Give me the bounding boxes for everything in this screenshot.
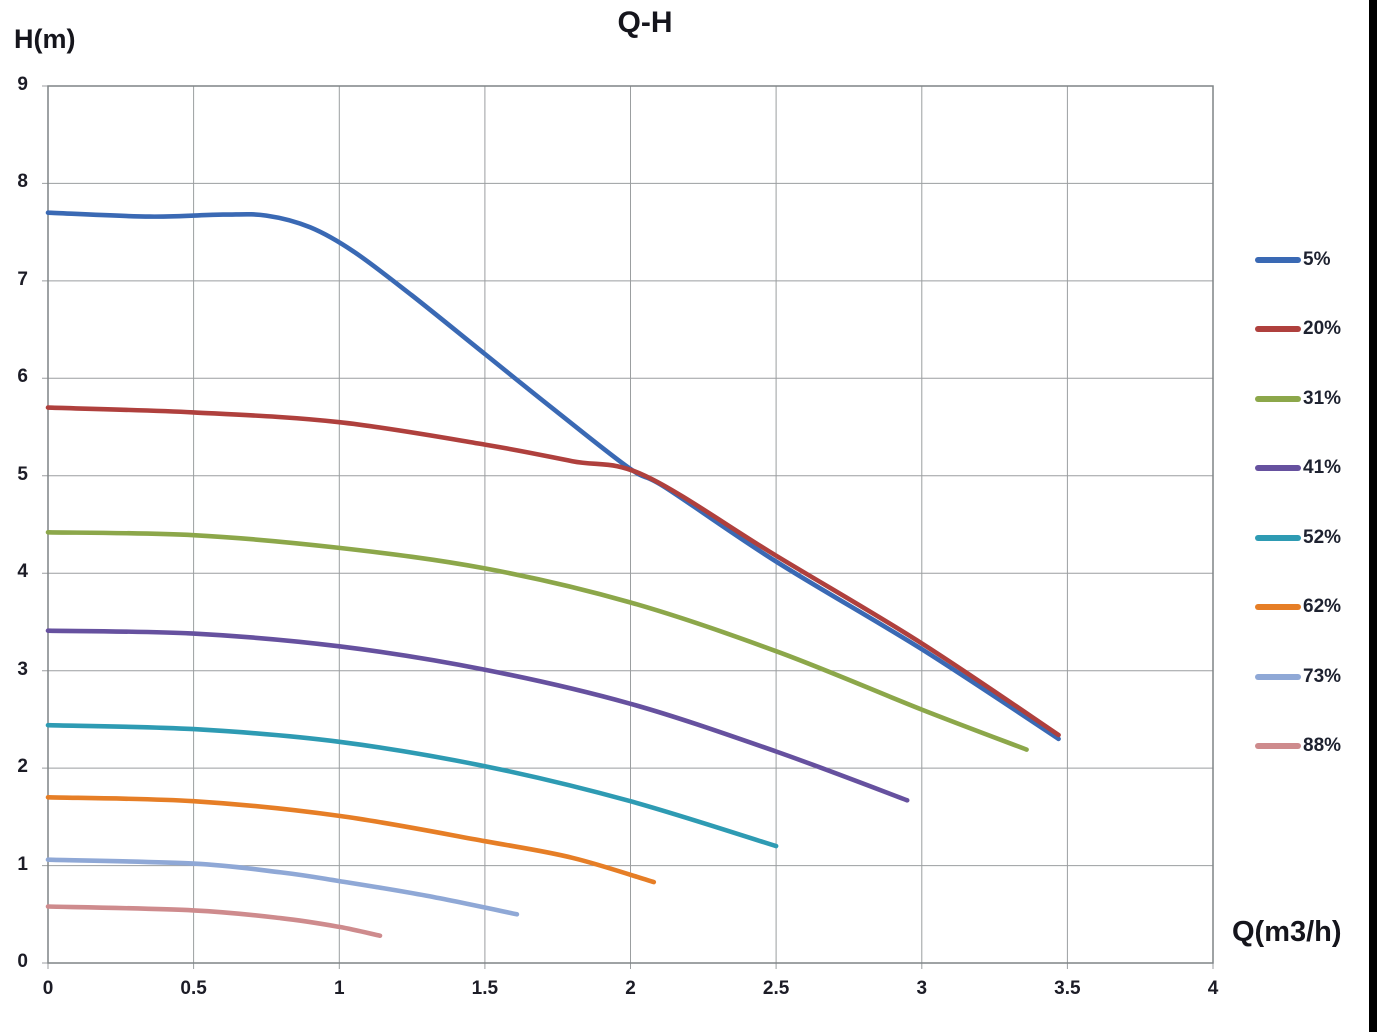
- legend-item-41%: 41%: [1255, 456, 1341, 480]
- y-tick-label: 1: [17, 853, 28, 875]
- legend-label: 41%: [1303, 457, 1342, 478]
- x-axis-title: Q(m3/h): [1232, 916, 1342, 948]
- gridlines: [42, 85, 1214, 969]
- x-tick-label: 3: [916, 978, 928, 999]
- series-line-73%: [45, 857, 520, 917]
- legend-item-88%: 88%: [1255, 734, 1341, 758]
- x-tick-label: 1.5: [471, 978, 499, 999]
- legend-line-swatch: [1255, 395, 1301, 402]
- x-tick-label: 3.5: [1054, 978, 1081, 999]
- y-tick-label: 2: [17, 756, 28, 778]
- chart-title: Q-H: [617, 6, 673, 39]
- legend-line-swatch: [1255, 326, 1301, 332]
- legend-label: 31%: [1303, 387, 1342, 409]
- legend-line-swatch: [1255, 256, 1301, 263]
- series-line-31%: [45, 530, 1029, 752]
- legend-line-swatch: [1255, 465, 1301, 471]
- legend-item-5%: 5%: [1255, 248, 1330, 272]
- y-tick-label: 9: [17, 74, 28, 95]
- y-tick-label: 7: [17, 268, 28, 290]
- series-line-52%: [45, 722, 779, 849]
- y-tick-label: 0: [17, 951, 28, 972]
- legend-label: 62%: [1303, 596, 1342, 617]
- legend-label: 5%: [1303, 248, 1331, 270]
- series-line-5%: [45, 210, 1061, 742]
- legend-label: 88%: [1303, 735, 1342, 756]
- x-tick-label: 2: [625, 978, 636, 999]
- series-line-20%: [45, 405, 1061, 738]
- series-line-41%: [45, 628, 910, 803]
- legend-item-73%: 73%: [1255, 665, 1341, 689]
- legend-item-52%: 52%: [1255, 526, 1341, 550]
- legend-label: 20%: [1303, 318, 1342, 339]
- x-tick-label: 4: [1207, 978, 1219, 999]
- legend-line-swatch: [1255, 604, 1301, 610]
- legend-item-31%: 31%: [1255, 387, 1341, 411]
- y-tick-label: 5: [17, 463, 28, 485]
- x-tick-label: 1: [333, 978, 345, 999]
- legend-line-swatch: [1255, 534, 1301, 541]
- y-tick-label: 8: [17, 171, 28, 193]
- legend-label: 73%: [1303, 665, 1342, 687]
- series-line-62%: [45, 795, 657, 885]
- y-tick-label: 3: [17, 658, 28, 680]
- y-tick-label: 4: [17, 561, 28, 583]
- x-tick-label: 2.5: [762, 978, 790, 999]
- legend-item-62%: 62%: [1255, 595, 1341, 619]
- plot-border: [47, 85, 1214, 964]
- y-tick-label: 6: [17, 366, 28, 388]
- scan-edge-strip: [1369, 0, 1377, 1032]
- x-tick-label: 0.5: [180, 978, 207, 999]
- legend-label: 52%: [1303, 526, 1342, 548]
- legend-item-20%: 20%: [1255, 317, 1341, 341]
- y-axis-title: H(m): [14, 24, 76, 54]
- legend-line-swatch: [1255, 743, 1301, 749]
- series-line-88%: [45, 904, 383, 938]
- legend-line-swatch: [1255, 673, 1301, 680]
- x-tick-label: 0: [42, 978, 54, 999]
